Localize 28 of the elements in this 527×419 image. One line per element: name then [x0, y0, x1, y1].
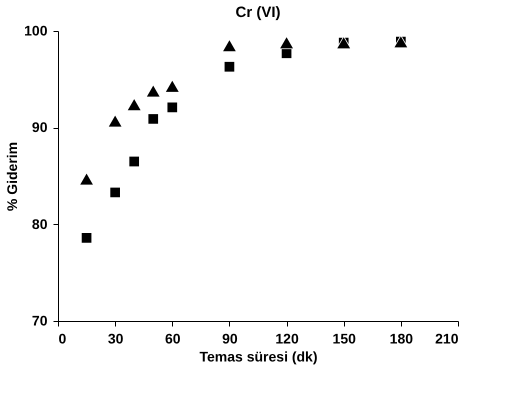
x-tick-label: 180 — [390, 330, 414, 346]
point — [148, 113, 159, 125]
point — [164, 80, 180, 93]
y-tick-label: 100 — [24, 22, 48, 38]
point — [79, 172, 94, 186]
point — [146, 84, 161, 98]
point — [110, 186, 121, 198]
point — [80, 232, 92, 244]
y-axis-title: % Giderim — [4, 142, 20, 212]
point — [279, 36, 294, 50]
point — [128, 156, 140, 168]
x-tick-label: 210 — [435, 330, 459, 346]
x-tick-label: 120 — [275, 330, 299, 346]
point — [224, 61, 236, 72]
point — [126, 98, 142, 111]
x-tick-label: 0 — [58, 330, 66, 346]
y-tick-label: 70 — [32, 312, 48, 328]
point — [222, 38, 237, 52]
point — [108, 114, 123, 128]
x-tick-label: 150 — [332, 330, 356, 346]
x-tick-label: 90 — [222, 330, 238, 346]
x-tick-label: 30 — [108, 330, 124, 346]
x-tick-label: 60 — [164, 330, 181, 346]
point — [166, 102, 178, 114]
y-tick-label: 80 — [32, 216, 48, 232]
chart-title: Cr (VI) — [236, 4, 281, 21]
x-axis-title: Temas süresi (dk) — [199, 348, 318, 364]
y-tick-label: 90 — [32, 119, 48, 136]
